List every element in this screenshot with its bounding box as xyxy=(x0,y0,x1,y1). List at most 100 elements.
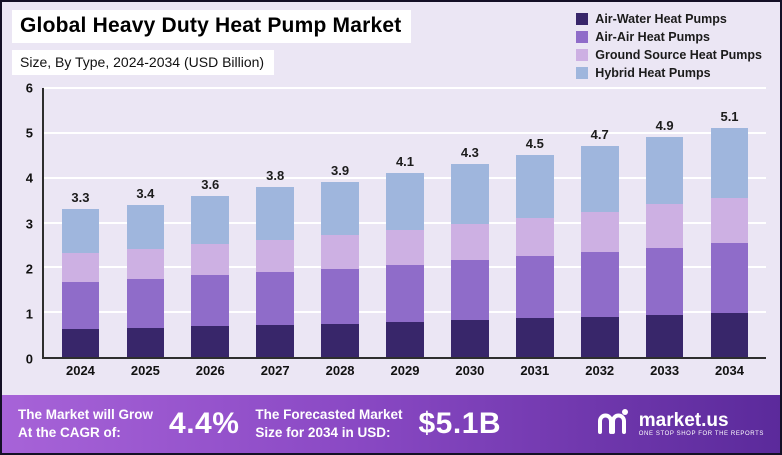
bar-column-2030: 4.3 xyxy=(437,88,502,357)
bar-stack xyxy=(515,155,554,357)
x-axis-label-2031: 2031 xyxy=(520,363,550,378)
header: Global Heavy Duty Heat Pump Market Size,… xyxy=(2,2,780,82)
bar-segment-air-air-heat-pumps xyxy=(580,251,619,317)
x-axis-label-2025: 2025 xyxy=(130,363,160,378)
bar-segment-air-air-heat-pumps xyxy=(710,242,749,313)
bar-column-2034: 5.1 xyxy=(697,88,762,357)
bar-segment-hybrid-heat-pumps xyxy=(126,204,165,249)
bar-column-2025: 3.4 xyxy=(113,88,178,357)
legend-swatch-icon xyxy=(576,67,589,79)
bar-segment-air-air-heat-pumps xyxy=(126,278,165,328)
y-axis-tick-5: 5 xyxy=(25,125,33,141)
bar-segment-ground-source-heat-pumps xyxy=(256,239,294,272)
bar-stack xyxy=(645,137,684,357)
legend-label: Ground Source Heat Pumps xyxy=(595,48,762,62)
bar-stack xyxy=(61,209,100,357)
x-axis-label-2032: 2032 xyxy=(585,363,615,378)
bar-segment-ground-source-heat-pumps xyxy=(386,229,424,265)
bar-segment-hybrid-heat-pumps xyxy=(191,195,230,245)
cagr-label-line1: The Market will Grow xyxy=(18,407,154,423)
gridline xyxy=(44,87,766,89)
x-axis-label-2028: 2028 xyxy=(325,363,355,378)
y-axis-tick-4: 4 xyxy=(25,170,33,186)
bar-segment-air-air-heat-pumps xyxy=(645,247,684,315)
bar-segment-ground-source-heat-pumps xyxy=(126,248,165,279)
bar-segment-air-water-heat-pumps xyxy=(580,316,619,357)
title-block: Global Heavy Duty Heat Pump Market Size,… xyxy=(12,10,412,80)
bar-segment-air-water-heat-pumps xyxy=(321,323,359,357)
bar-segment-air-water-heat-pumps xyxy=(710,312,749,357)
bar-segment-air-air-heat-pumps xyxy=(386,264,424,323)
bar-total-label: 3.3 xyxy=(71,190,90,206)
bar-total-label: 4.9 xyxy=(655,118,674,134)
plot-area: 3.3 3.4 3.6 3.8 3.9 4.1 4.3 4.5 4.7 4.9 5.1 xyxy=(42,87,766,359)
bar-stack xyxy=(321,182,359,357)
y-axis: 0 1 2 3 4 5 6 xyxy=(8,81,42,367)
brand-block: market.us ONE STOP SHOP FOR THE REPORTS xyxy=(594,404,764,445)
y-axis-tick-6: 6 xyxy=(25,80,33,96)
bar-segment-hybrid-heat-pumps xyxy=(61,209,100,253)
bar-total-label: 4.7 xyxy=(590,127,609,143)
bar-segment-hybrid-heat-pumps xyxy=(515,155,554,218)
x-axis-label-2027: 2027 xyxy=(260,363,290,378)
bar-segment-ground-source-heat-pumps xyxy=(515,217,554,256)
x-axis: 2024 2025 2026 2027 2028 2029 2030 2031 2032 2033… xyxy=(2,359,780,395)
legend: Air-Water Heat Pumps Air-Air Heat Pumps Gr… xyxy=(576,10,770,80)
bar-total-label: 4.5 xyxy=(525,136,544,152)
x-axis-spacer xyxy=(8,363,44,395)
bar-column-2028: 3.9 xyxy=(308,88,373,357)
y-axis-tick-1: 1 xyxy=(25,306,33,322)
brand-tagline: ONE STOP SHOP FOR THE REPORTS xyxy=(638,430,764,437)
bar-column-2027: 3.8 xyxy=(243,88,308,357)
bar-stack xyxy=(386,173,424,357)
bar-segment-hybrid-heat-pumps xyxy=(256,186,294,240)
bar-total-label: 3.6 xyxy=(201,176,220,192)
x-axis-label-2029: 2029 xyxy=(390,363,420,378)
forecast-label-line1: The Forecasted Market xyxy=(255,407,403,423)
bar-stack xyxy=(580,146,619,357)
bar-segment-air-air-heat-pumps xyxy=(191,275,230,327)
bar-column-2026: 3.6 xyxy=(178,88,243,357)
bar-segment-hybrid-heat-pumps xyxy=(386,173,424,230)
forecast-label: The Forecasted Market Size for 2034 in U… xyxy=(255,406,402,441)
bar-column-2031: 4.5 xyxy=(502,88,567,357)
bar-column-2029: 4.1 xyxy=(373,88,438,357)
bar-segment-air-air-heat-pumps xyxy=(61,282,100,330)
x-axis-labels: 2024 2025 2026 2027 2028 2029 2030 2031 2032 2033… xyxy=(44,363,766,395)
bar-total-label: 3.8 xyxy=(266,167,285,183)
legend-swatch-icon xyxy=(576,13,589,25)
chart-subtitle: Size, By Type, 2024-2034 (USD Billion) xyxy=(12,50,275,75)
legend-swatch-icon xyxy=(576,31,589,43)
x-axis-label-2033: 2033 xyxy=(650,363,680,378)
x-axis-label-2024: 2024 xyxy=(65,363,95,378)
bar-total-label: 3.9 xyxy=(331,163,350,179)
bar-segment-hybrid-heat-pumps xyxy=(580,146,619,212)
bar-segment-air-water-heat-pumps xyxy=(515,318,554,357)
bar-total-label: 4.3 xyxy=(460,145,479,161)
legend-label: Air-Water Heat Pumps xyxy=(595,12,727,26)
x-axis-label-2026: 2026 xyxy=(195,363,225,378)
y-axis-tick-0: 0 xyxy=(25,351,33,367)
bar-segment-air-air-heat-pumps xyxy=(321,268,359,324)
legend-item: Air-Air Heat Pumps xyxy=(576,30,762,44)
gridline xyxy=(44,131,766,134)
brand-name: market.us xyxy=(638,409,729,431)
bar-segment-ground-source-heat-pumps xyxy=(321,235,359,269)
bar-segment-hybrid-heat-pumps xyxy=(321,182,359,236)
bar-total-label: 5.1 xyxy=(720,109,739,125)
legend-label: Air-Air Heat Pumps xyxy=(595,30,710,44)
bar-column-2032: 4.7 xyxy=(567,88,632,357)
footer-banner: The Market will Grow At the CAGR of: 4.4… xyxy=(2,395,780,453)
bar-segment-ground-source-heat-pumps xyxy=(451,223,489,261)
legend-item: Hybrid Heat Pumps xyxy=(576,66,762,80)
bar-segment-air-water-heat-pumps xyxy=(61,329,100,357)
bar-segment-air-water-heat-pumps xyxy=(386,322,424,357)
x-axis-label-2034: 2034 xyxy=(715,363,744,378)
cagr-label: The Market will Grow At the CAGR of: xyxy=(18,406,153,441)
bar-segment-air-air-heat-pumps xyxy=(515,255,554,319)
bar-segment-ground-source-heat-pumps xyxy=(580,211,619,252)
bar-segment-air-water-heat-pumps xyxy=(451,320,489,357)
bar-segment-hybrid-heat-pumps xyxy=(645,137,684,205)
bar-segment-hybrid-heat-pumps xyxy=(710,128,749,198)
